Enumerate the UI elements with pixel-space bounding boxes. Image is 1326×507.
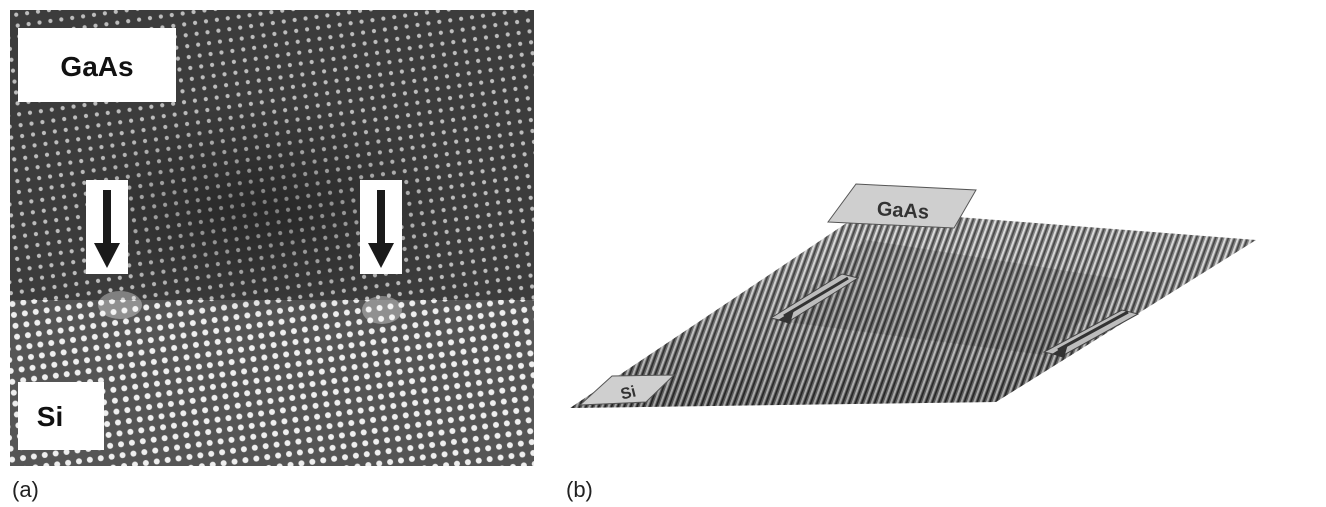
lattice-3d-surface: GaAs Si xyxy=(566,170,1256,420)
panel-b-caption: (b) xyxy=(566,477,593,503)
hrtem-lattice-image: GaAs Si xyxy=(10,10,534,466)
gaas-label-b: GaAs xyxy=(828,184,976,228)
gaas-label-text-b: GaAs xyxy=(876,198,930,224)
si-label-text-a: Si xyxy=(37,401,63,432)
si-label-a: Si xyxy=(18,382,104,450)
down-arrow-icon xyxy=(360,180,402,274)
gaas-label-text-a: GaAs xyxy=(60,51,133,82)
down-arrow-icon xyxy=(86,180,128,274)
gaas-label-a: GaAs xyxy=(18,28,176,102)
panel-a-caption: (a) xyxy=(12,477,39,503)
